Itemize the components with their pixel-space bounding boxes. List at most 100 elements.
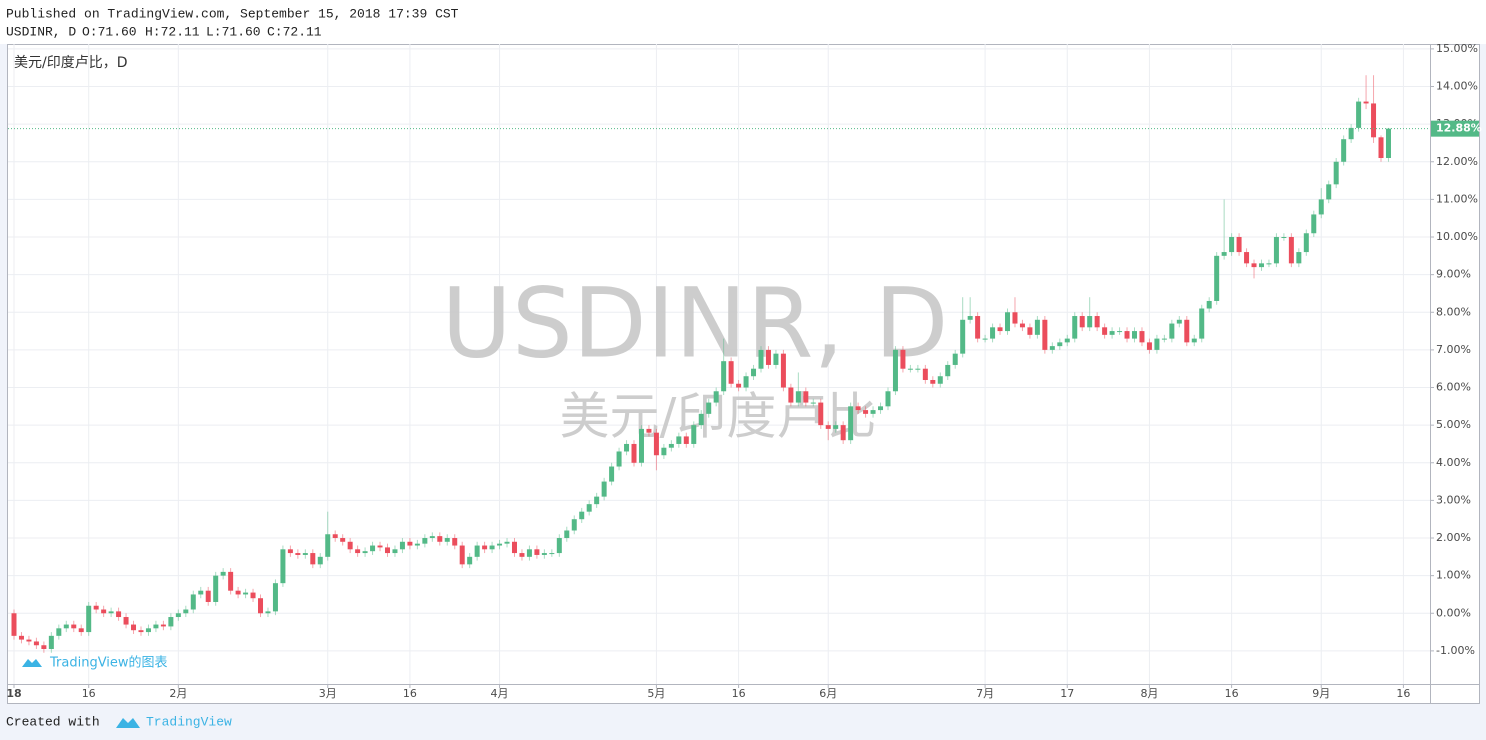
candle-body xyxy=(258,598,264,614)
candle-body xyxy=(1169,323,1175,339)
y-tick-label: 5.00% xyxy=(1436,418,1471,431)
candle-body xyxy=(452,538,458,546)
candle-body xyxy=(1214,255,1220,301)
candle-body xyxy=(1258,263,1264,268)
candle-body xyxy=(101,609,107,614)
candle-body xyxy=(78,628,84,633)
candle-body xyxy=(310,553,316,565)
candle-body xyxy=(810,402,816,404)
candle-body xyxy=(1206,300,1212,309)
candle-body xyxy=(511,541,517,554)
candle-body xyxy=(945,364,951,377)
candle-body xyxy=(474,545,480,557)
candle-body xyxy=(1378,137,1384,159)
candle-body xyxy=(1385,128,1391,159)
x-tick-label: 16 xyxy=(82,687,96,700)
candle-body xyxy=(213,575,219,602)
candle-body xyxy=(235,590,241,595)
candle-body xyxy=(1244,252,1250,264)
candle-body xyxy=(302,553,308,555)
candle-body xyxy=(915,368,921,370)
candle-body xyxy=(825,425,831,429)
x-tick-label: 16 xyxy=(1225,687,1239,700)
y-tick-label: 9.00% xyxy=(1436,268,1471,281)
candle-body xyxy=(878,406,884,411)
candle-body xyxy=(1356,101,1362,128)
candle-body xyxy=(108,611,114,614)
candle-body xyxy=(773,353,779,365)
candle-body xyxy=(646,428,652,433)
logo-text: TradingView的图表 xyxy=(49,655,168,671)
candle-body xyxy=(1139,331,1145,343)
candle-body xyxy=(758,349,764,369)
footer-brand[interactable]: TradingView xyxy=(146,714,232,729)
candle-body xyxy=(444,538,450,542)
candle-body xyxy=(736,383,742,388)
candle-body xyxy=(153,624,159,629)
candle-body xyxy=(317,556,323,565)
candle-body xyxy=(683,436,689,444)
candle-body xyxy=(661,447,667,456)
candle-body xyxy=(721,361,727,392)
y-tick-label: 4.00% xyxy=(1436,456,1471,469)
candle-body xyxy=(355,549,361,554)
header-bg xyxy=(0,0,1486,44)
x-tick-label: 5月 xyxy=(647,687,665,700)
candle-body xyxy=(1326,184,1332,200)
candle-body xyxy=(347,541,353,550)
candle-body xyxy=(1109,331,1115,335)
candle-body xyxy=(385,547,390,554)
candle-body xyxy=(489,545,495,550)
y-tick-label: 2.00% xyxy=(1436,531,1471,544)
candle-body xyxy=(1027,327,1033,335)
candle-body xyxy=(833,425,839,429)
candle-body xyxy=(788,387,794,403)
candle-body xyxy=(549,553,555,555)
x-tick-label: 9月 xyxy=(1312,687,1330,700)
x-tick-label: 3月 xyxy=(319,687,337,700)
candle-body xyxy=(63,624,69,629)
candle-body xyxy=(863,410,869,414)
candle-body xyxy=(280,549,286,584)
candle-body xyxy=(990,327,996,339)
candle-body xyxy=(743,376,749,388)
y-tick-label: 15.00% xyxy=(1436,42,1478,55)
candle-body xyxy=(541,553,547,555)
candle-body xyxy=(1363,101,1369,104)
candle-body xyxy=(564,530,570,539)
candle-body xyxy=(190,594,196,610)
candle-body xyxy=(930,379,936,384)
pane-label: 美元/印度卢比，D xyxy=(14,55,128,71)
candle-body xyxy=(534,549,540,555)
y-tick-label: 10.00% xyxy=(1436,230,1478,243)
candle-body xyxy=(33,641,39,646)
candle-body xyxy=(41,645,47,650)
candle-body xyxy=(56,628,62,636)
candle-body xyxy=(145,628,151,633)
candle-body xyxy=(952,353,958,365)
candle-body xyxy=(1072,316,1078,339)
symbol: USDINR, D xyxy=(6,24,76,39)
candle-body xyxy=(1333,161,1339,185)
candle-body xyxy=(48,635,54,650)
candle-body xyxy=(1176,319,1182,324)
candle-body xyxy=(892,349,898,392)
candle-body xyxy=(579,511,585,520)
candle-body xyxy=(556,538,562,554)
candle-body xyxy=(1124,331,1130,339)
published-text: Published on TradingView.com, September … xyxy=(6,6,459,21)
y-tick-label: -1.00% xyxy=(1436,644,1475,657)
y-tick-label: 12.00% xyxy=(1436,155,1478,168)
candle-body xyxy=(840,425,846,441)
candle-body xyxy=(601,481,607,497)
y-tick-label: 14.00% xyxy=(1436,80,1478,93)
candle-body xyxy=(422,538,428,544)
candle-body xyxy=(1191,338,1197,343)
candle-body xyxy=(668,443,674,448)
candle-body xyxy=(1273,237,1279,264)
candle-body xyxy=(848,406,854,441)
candle-body xyxy=(1303,233,1309,253)
candle-body xyxy=(960,319,966,354)
candle-body xyxy=(519,553,525,557)
candle-body xyxy=(1154,338,1160,350)
